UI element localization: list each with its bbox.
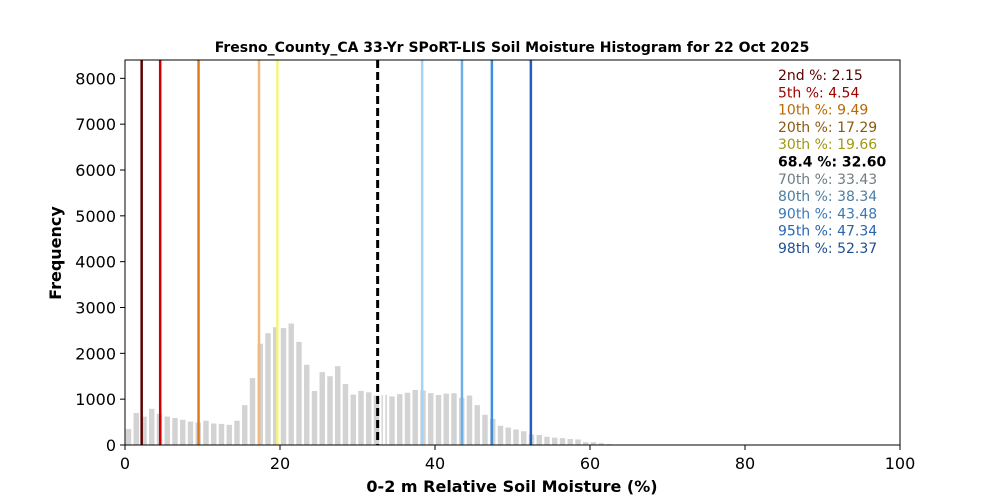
x-tick-label: 20	[270, 454, 290, 473]
x-tick-label: 40	[425, 454, 445, 473]
histogram-bar	[342, 384, 349, 445]
histogram-bar	[180, 419, 186, 445]
x-tick-label: 0	[120, 454, 130, 473]
histogram-bar	[265, 333, 271, 445]
legend-entry: 70th %: 33.43	[778, 172, 877, 188]
histogram-bar	[273, 327, 279, 445]
y-tick-label: 1000	[75, 390, 116, 409]
legend-entry: 95th %: 47.34	[778, 224, 877, 240]
histogram-bar	[203, 420, 209, 445]
histogram-bar	[125, 428, 132, 445]
histogram-bar	[172, 417, 178, 445]
legend-entry: 98th %: 52.37	[778, 241, 877, 257]
x-tick-label: 60	[580, 454, 600, 473]
histogram-bar	[482, 414, 488, 445]
histogram-bar	[226, 424, 232, 445]
histogram-bar	[366, 392, 372, 445]
histogram-bar	[141, 416, 147, 445]
plot-frame	[124, 59, 901, 446]
histogram-bar	[567, 439, 573, 445]
histogram-bar	[311, 390, 318, 445]
histogram-bar	[559, 438, 566, 445]
histogram-bar	[218, 423, 225, 445]
histogram-bar	[397, 394, 403, 445]
histogram-bar	[249, 378, 256, 445]
histogram-bar	[242, 405, 248, 445]
y-tick-label: 5000	[75, 207, 116, 226]
histogram-bar	[335, 366, 341, 445]
chart-title: Fresno_County_CA 33-Yr SPoRT-LIS Soil Mo…	[215, 40, 810, 56]
legend-entry: 20th %: 17.29	[778, 120, 877, 136]
histogram-bar	[412, 390, 418, 445]
percentile-lines-group	[140, 60, 533, 445]
histogram-bar	[575, 439, 581, 445]
histogram-bar	[389, 396, 395, 445]
y-tick-label: 7000	[75, 115, 116, 134]
histogram-bar	[280, 328, 287, 445]
histogram-bar	[544, 436, 550, 445]
histogram-bar	[304, 364, 310, 445]
histogram-bar	[466, 395, 473, 445]
histogram-bar	[521, 431, 527, 445]
histogram-bar	[497, 425, 504, 445]
bars-group	[125, 323, 620, 445]
histogram-bar	[187, 421, 194, 445]
histogram-bar	[552, 437, 558, 445]
histogram-bar	[513, 429, 519, 445]
histogram-bar	[211, 423, 217, 445]
histogram-bar	[435, 395, 442, 445]
histogram-bar	[133, 412, 139, 445]
legend-entry: 2nd %: 2.15	[778, 68, 863, 84]
legend-entry: 68.4 %: 32.60	[778, 155, 886, 171]
y-tick-label: 3000	[75, 299, 116, 318]
histogram-bar	[443, 393, 449, 445]
histogram-bar	[404, 392, 411, 445]
histogram-bar	[358, 390, 364, 445]
histogram-bar	[474, 405, 480, 445]
histogram-bar	[350, 394, 356, 445]
histogram-bar	[296, 341, 302, 445]
histogram-bar	[288, 323, 294, 445]
y-tick-label: 4000	[75, 253, 116, 272]
histogram-bar	[319, 372, 325, 445]
legend-entry: 5th %: 4.54	[778, 85, 859, 101]
histogram-bar	[164, 416, 170, 445]
histogram-bar	[505, 427, 511, 445]
histogram-bar	[536, 434, 542, 445]
y-tick-label: 2000	[75, 344, 116, 363]
y-tick-label: 8000	[75, 69, 116, 88]
histogram-bar	[598, 443, 604, 445]
legend-entry: 30th %: 19.66	[778, 137, 877, 153]
legend-entry: 10th %: 9.49	[778, 103, 868, 119]
legend-entry: 90th %: 43.48	[778, 206, 877, 222]
x-tick-label: 100	[885, 454, 916, 473]
histogram-bar	[451, 393, 457, 445]
y-tick-label: 6000	[75, 161, 116, 180]
y-tick-label: 0	[106, 436, 116, 455]
y-axis-label: Frequency	[46, 206, 65, 300]
x-axis-label: 0-2 m Relative Soil Moisture (%)	[366, 477, 657, 496]
histogram-bar	[583, 442, 589, 445]
legend-entry: 80th %: 38.34	[778, 189, 877, 205]
histogram-bar	[428, 393, 434, 445]
histogram-bar	[327, 376, 333, 445]
y-axis-ticks: 0 1000 2000 3000 4000 5000 6000 7000 8000	[75, 69, 125, 455]
x-axis-ticks: 0 20 40 60 80 100	[120, 445, 915, 473]
x-tick-label: 80	[735, 454, 755, 473]
histogram-bar	[590, 442, 597, 445]
histogram-bar	[234, 420, 240, 445]
histogram-bar	[149, 408, 155, 445]
